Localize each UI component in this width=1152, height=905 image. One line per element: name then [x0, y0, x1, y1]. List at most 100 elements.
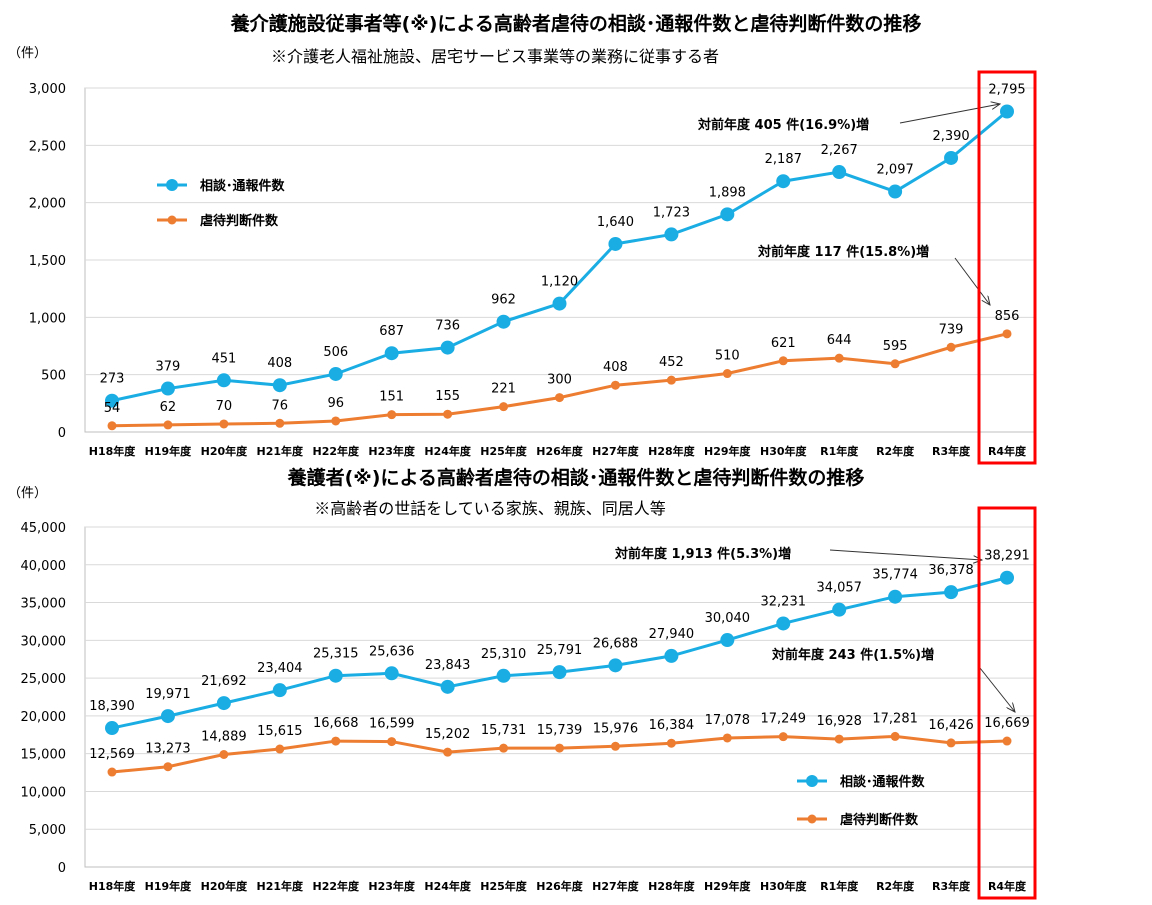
chart1-data-point: [107, 421, 117, 431]
chart1-data-point: [1002, 329, 1012, 339]
chart2-data-label: 16,426: [928, 718, 974, 733]
chart2-data-point: [666, 738, 676, 748]
chart2-data-label: 16,599: [369, 717, 415, 732]
chart2-data-label: 17,249: [761, 712, 807, 727]
chart2-annotation: 対前年度 243 件(1.5%)増: [771, 647, 934, 663]
chart2-legend-label: 虐待判断件数: [840, 812, 919, 828]
chart2-x-tick-label: H21年度: [257, 879, 305, 893]
chart2-data-label: 19,971: [145, 687, 191, 702]
chart2-data-label: 25,310: [481, 647, 527, 662]
chart1-data-point: [610, 380, 620, 390]
chart2-data-point: [888, 589, 903, 604]
chart1-x-tick-label: H30年度: [760, 444, 808, 458]
chart1-x-tick-label: H19年度: [145, 444, 193, 458]
chart1-annotation: 対前年度 117 件(15.8%)増: [757, 244, 929, 260]
chart1-data-label: 379: [156, 360, 181, 375]
chart2-legend-marker: [807, 814, 817, 824]
chart1-data-point: [608, 236, 623, 251]
chart2-data-point: [328, 668, 343, 683]
chart2-data-label: 16,669: [984, 716, 1030, 731]
chart2-data-point: [219, 750, 229, 760]
chart1-y-unit: （件）: [8, 46, 47, 61]
chart1-data-label: 621: [771, 336, 796, 351]
chart2-data-point: [216, 696, 231, 711]
chart2-data-point: [776, 616, 791, 631]
chart1-data-label: 54: [104, 401, 121, 416]
chart1-x-tick-label: H25年度: [480, 444, 528, 458]
chart2-data-point: [890, 731, 900, 741]
chart2-data-point: [443, 747, 453, 757]
chart1-y-tick-label: 1,500: [29, 254, 66, 269]
chart1-data-point: [384, 346, 399, 361]
chart2-data-label: 14,889: [201, 730, 247, 745]
chart1-data-label: 736: [435, 319, 460, 334]
chart2-data-label: 23,404: [257, 661, 303, 676]
chart2-data-label: 15,731: [481, 723, 527, 738]
chart2-x-tick-label: H24年度: [424, 879, 472, 893]
chart2-y-unit: （件）: [8, 486, 47, 501]
chart2-data-point: [272, 683, 287, 698]
chart2-data-point: [944, 585, 959, 600]
chart2-data-label: 26,688: [593, 636, 639, 651]
chart2-data-point: [720, 633, 735, 648]
chart2-annotation-arrow: [829, 549, 982, 560]
chart2-data-label: 15,202: [425, 727, 471, 742]
chart2-y-tick-label: 40,000: [21, 559, 67, 574]
chart1-x-tick-label: R2年度: [876, 444, 915, 458]
chart2-data-point: [946, 738, 956, 748]
chart2-data-label: 16,668: [313, 716, 359, 731]
chart1-data-label: 76: [272, 398, 289, 413]
chart1-data-point: [946, 342, 956, 352]
chart1-data-label: 2,187: [765, 152, 802, 167]
chart1-data-label: 70: [216, 399, 233, 414]
chart2-x-tick-label: H29年度: [704, 879, 752, 893]
chart2-x-tick-label: H19年度: [145, 879, 193, 893]
chart2-y-tick-label: 0: [58, 861, 66, 876]
chart2-data-label: 34,057: [816, 581, 862, 596]
chart1-y-tick-label: 500: [41, 369, 66, 384]
chart1-x-tick-label: H23年度: [368, 444, 416, 458]
chart2-title: 養護者(※)による高齢者虐待の相談･通報件数と虐待判断件数の推移: [287, 466, 865, 489]
chart1-y-tick-label: 3,000: [29, 82, 66, 97]
chart1-data-point: [722, 369, 732, 379]
chart2-data-label: 36,378: [928, 563, 974, 578]
chart2-data-point: [275, 744, 285, 754]
chart1-data-label: 687: [379, 324, 404, 339]
chart1-data-point: [499, 402, 509, 412]
chart1-data-point: [1000, 104, 1014, 119]
chart2-data-point: [722, 733, 732, 743]
chart1-data-point: [664, 227, 679, 242]
chart1-data-point: [888, 184, 903, 199]
chart2-x-tick-label: H28年度: [648, 879, 696, 893]
chart1-annotation-arrow: [954, 257, 990, 305]
chart1-data-point: [776, 174, 791, 189]
chart2-data-label: 25,791: [537, 643, 583, 658]
chart1-data-label: 644: [827, 333, 852, 348]
chart2-data-label: 21,692: [201, 674, 247, 689]
chart1-data-point: [443, 409, 453, 419]
chart2-data-point: [832, 602, 847, 617]
chart2-x-tick-label: R3年度: [932, 879, 971, 893]
chart2-data-point: [1002, 736, 1012, 746]
chart1-data-label: 452: [659, 355, 684, 370]
chart2-data-label: 12,569: [89, 747, 135, 762]
chart2-y-tick-label: 5,000: [29, 823, 66, 838]
chart1-x-tick-label: R4年度: [988, 444, 1027, 458]
chart1-data-point: [216, 373, 231, 388]
chart1-data-point: [331, 416, 341, 426]
chart1-x-tick-label: H22年度: [312, 444, 360, 458]
chart2-data-label: 17,078: [705, 713, 751, 728]
chart1-data-label: 510: [715, 349, 740, 364]
chart1-data-label: 300: [547, 373, 572, 388]
chart1-y-tick-label: 1,000: [29, 311, 66, 326]
chart2-data-point: [440, 679, 455, 694]
chart1-data-label: 155: [435, 389, 460, 404]
chart2-data-label: 15,739: [537, 723, 583, 738]
chart1-y-tick-label: 2,000: [29, 197, 66, 212]
chart2-highlight-box: [977, 506, 1037, 900]
chart2-data-point: [105, 721, 119, 736]
chart1-data-label: 962: [491, 293, 516, 308]
chart2-data-point: [496, 668, 511, 683]
chart2-x-tick-label: R1年度: [820, 879, 859, 893]
